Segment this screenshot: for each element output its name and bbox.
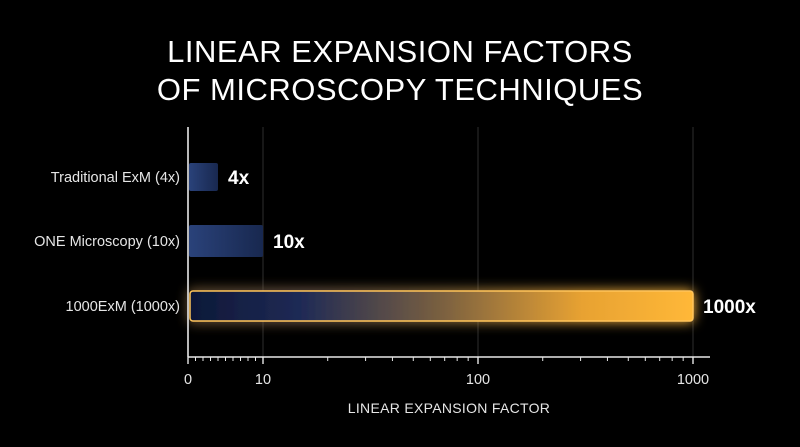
bar-one-microscopy — [189, 225, 263, 257]
x-tick-label: 100 — [466, 372, 490, 388]
axes — [187, 127, 710, 364]
category-label: Traditional ExM (4x) — [51, 170, 180, 186]
x-tick-label: 0 — [184, 372, 192, 388]
chart-title-line-1: LINEAR EXPANSION FACTORS — [167, 34, 633, 69]
x-tick-label: 10 — [255, 372, 271, 388]
bar-traditional-exm — [189, 163, 218, 191]
labels: 0 10 100 1000 LINEAR EXPANSION FACTOR Traditi… — [34, 168, 756, 416]
value-label: 10x — [273, 232, 305, 253]
value-label: 1000x — [703, 297, 756, 318]
grid-lines — [262, 127, 694, 357]
category-label: 1000ExM (1000x) — [66, 299, 180, 315]
bars — [189, 163, 694, 322]
x-tick-label: 1000 — [677, 372, 709, 388]
bar-1000exm — [189, 290, 694, 322]
value-label: 4x — [228, 168, 250, 189]
category-label: ONE Microscopy (10x) — [34, 234, 180, 250]
chart-title-line-2: OF MICROSCOPY TECHNIQUES — [156, 72, 644, 107]
x-axis-title: LINEAR EXPANSION FACTOR — [348, 400, 550, 416]
